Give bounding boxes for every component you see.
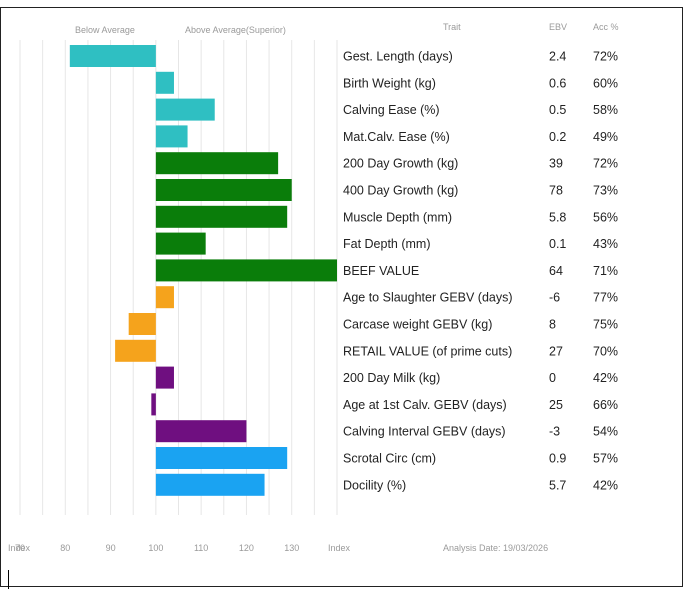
- ebv-value: 0.1: [549, 237, 566, 251]
- accuracy-value: 49%: [593, 130, 618, 144]
- x-tick-label: 130: [284, 543, 299, 553]
- trait-column-header: Trait: [443, 22, 461, 32]
- bars: [69, 45, 337, 496]
- accuracy-value: 71%: [593, 264, 618, 278]
- bar: [155, 232, 206, 255]
- ebv-value: 5.8: [549, 210, 566, 224]
- bar: [155, 259, 337, 282]
- accuracy-value: 58%: [593, 103, 618, 117]
- bar: [155, 179, 292, 201]
- trait-label: Calving Ease (%): [343, 103, 440, 117]
- ebv-values: 2.4 0.6 0.5 0.2 39 78 5.8 0.1 64 -6 8 27 0 25 -3 0.9 5.7: [549, 50, 566, 493]
- acc-column-header: Acc %: [593, 22, 619, 32]
- bar: [69, 45, 156, 67]
- accuracy-value: 42%: [593, 478, 618, 492]
- trait-label: BEEF VALUE: [343, 264, 419, 278]
- ebv-value: 0.6: [549, 76, 566, 90]
- ebv-value: 2.4: [549, 50, 566, 64]
- analysis-date: Analysis Date: 19/03/2026: [443, 543, 548, 553]
- ebv-value: -3: [549, 425, 560, 439]
- trait-label: Mat.Calv. Ease (%): [343, 130, 450, 144]
- ebv-value: 8: [549, 318, 556, 332]
- accuracy-value: 66%: [593, 398, 618, 412]
- x-tick-label: 80: [60, 543, 70, 553]
- bar: [155, 205, 288, 228]
- bar: [155, 286, 174, 309]
- accuracy-value: 75%: [593, 318, 618, 332]
- ebv-value: 78: [549, 184, 563, 198]
- bar: [151, 393, 156, 416]
- ebv-value: 0: [549, 371, 556, 385]
- ebv-value: 27: [549, 344, 563, 358]
- bar: [155, 366, 174, 389]
- x-tick-label: 110: [194, 543, 208, 553]
- index-label-right: Index: [328, 543, 351, 553]
- ebv-value: 64: [549, 264, 563, 278]
- accuracy-value: 42%: [593, 371, 618, 385]
- below-average-label: Below Average: [75, 25, 135, 35]
- trait-label: Age at 1st Calv. GEBV (days): [343, 398, 507, 412]
- trait-labels: Gest. Length (days) Birth Weight (kg) Calv…: [343, 50, 513, 493]
- bar: [115, 339, 156, 362]
- trait-label: Docility (%): [343, 478, 406, 492]
- ebv-value: 0.5: [549, 103, 566, 117]
- chart-frame: [0, 7, 683, 587]
- accuracy-value: 43%: [593, 237, 618, 251]
- trait-label: Scrotal Circ (cm): [343, 452, 436, 466]
- accuracy-value: 70%: [593, 344, 618, 358]
- trait-label: Birth Weight (kg): [343, 76, 436, 90]
- bar: [155, 420, 247, 443]
- accuracy-value: 54%: [593, 425, 618, 439]
- accuracy-value: 60%: [593, 76, 618, 90]
- ebv-value: 25: [549, 398, 563, 412]
- index-label-left: Index: [8, 543, 31, 553]
- trait-label: 200 Day Milk (kg): [343, 371, 440, 385]
- ebv-value: 0.2: [549, 130, 566, 144]
- ebv-value: -6: [549, 291, 560, 305]
- trait-label: Muscle Depth (mm): [343, 210, 452, 224]
- accuracy-value: 57%: [593, 452, 618, 466]
- trait-label: Fat Depth (mm): [343, 237, 431, 251]
- trait-label: 200 Day Growth (kg): [343, 157, 458, 171]
- bar: [155, 447, 288, 469]
- bar: [155, 125, 188, 148]
- text-cursor: [8, 570, 9, 589]
- trait-label: Age to Slaughter GEBV (days): [343, 291, 513, 305]
- bar: [155, 152, 279, 175]
- accuracy-values: 72% 60% 58% 49% 72% 73% 56% 43% 71% 77% 75% 70% 42% 6…: [593, 50, 618, 493]
- trait-label: RETAIL VALUE (of prime cuts): [343, 344, 512, 358]
- accuracy-value: 72%: [593, 157, 618, 171]
- accuracy-value: 56%: [593, 210, 618, 224]
- ebv-column-header: EBV: [549, 22, 567, 32]
- x-tick-label: 90: [106, 543, 116, 553]
- trait-label: 400 Day Growth (kg): [343, 184, 458, 198]
- ebv-value: 5.7: [549, 478, 566, 492]
- ebv-value: 0.9: [549, 452, 566, 466]
- accuracy-value: 73%: [593, 184, 618, 198]
- bar: [155, 473, 265, 496]
- trait-label: Calving Interval GEBV (days): [343, 425, 506, 439]
- ebv-value: 39: [549, 157, 563, 171]
- above-average-label: Above Average(Superior): [185, 25, 286, 35]
- accuracy-value: 72%: [593, 50, 618, 64]
- trait-label: Carcase weight GEBV (kg): [343, 318, 492, 332]
- bar: [128, 313, 156, 335]
- bar: [155, 71, 174, 94]
- trait-label: Gest. Length (days): [343, 50, 453, 64]
- x-tick-labels: 70 80 90 100 110 120 130: [15, 543, 299, 553]
- x-tick-label: 70: [15, 543, 25, 553]
- x-tick-label: 120: [239, 543, 254, 553]
- bar: [155, 98, 215, 121]
- accuracy-value: 77%: [593, 291, 618, 305]
- x-tick-label: 100: [148, 543, 163, 553]
